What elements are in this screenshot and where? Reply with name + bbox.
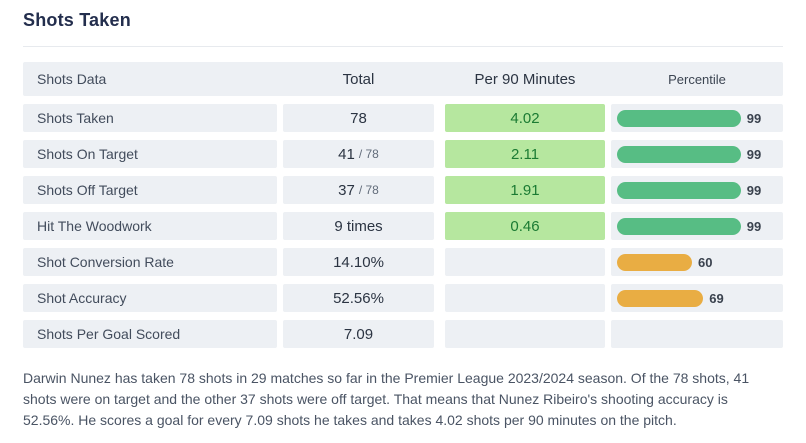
divider	[23, 46, 783, 47]
header-shots-data: Shots Data	[37, 71, 107, 87]
page-title: Shots Taken	[23, 10, 131, 30]
per90-cell	[445, 320, 605, 348]
percentile-bar	[617, 109, 741, 127]
header-total: Total	[342, 70, 375, 88]
per90-cell	[445, 248, 605, 276]
total-suffix: / 78	[358, 183, 379, 197]
row-label: Shots Per Goal Scored	[23, 320, 277, 348]
percentile-cell: 99	[611, 104, 783, 132]
per90-value: 1.91	[510, 181, 540, 199]
shots-taken-panel: Shots Taken Shots Data Total Per 90 Minu…	[23, 10, 783, 428]
percentile-bar	[617, 181, 741, 199]
total-cell: 14.10%	[283, 248, 434, 276]
percentile-cell: 99	[611, 212, 783, 240]
table-row: Shots Off Target 37/ 78 1.91 99	[23, 176, 783, 204]
total-cell: 37/ 78	[283, 176, 434, 204]
table-row: Shot Accuracy 52.56% 69	[23, 284, 783, 312]
total-suffix: / 78	[358, 147, 379, 161]
total-value: 9 times	[334, 217, 383, 235]
header-per-90-minutes: Per 90 Minutes	[474, 70, 576, 88]
table-row: Shots On Target 41/ 78 2.11 99	[23, 140, 783, 168]
table-row: Shots Per Goal Scored 7.09	[23, 320, 783, 348]
percentile-value: 60	[698, 254, 713, 270]
total-value: 78	[350, 109, 367, 127]
total-value: 37	[338, 181, 355, 199]
total-value: 7.09	[343, 325, 374, 343]
row-label: Hit The Woodwork	[23, 212, 277, 240]
total-cell: 9 times	[283, 212, 434, 240]
total-value: 41	[338, 145, 355, 163]
total-cell: 7.09	[283, 320, 434, 348]
shots-data-table: Shots Data Total Per 90 Minutes Percenti…	[23, 62, 783, 348]
table-row: Shot Conversion Rate 14.10% 60	[23, 248, 783, 276]
row-label: Shot Accuracy	[23, 284, 277, 312]
per90-value: 2.11	[510, 145, 540, 163]
table-row: Hit The Woodwork 9 times 0.46 99	[23, 212, 783, 240]
table-row: Shots Taken 78 4.02 99	[23, 104, 783, 132]
per90-value: 0.46	[510, 217, 540, 235]
percentile-value: 99	[746, 182, 762, 198]
row-label: Shot Conversion Rate	[23, 248, 277, 276]
per90-cell	[445, 284, 605, 312]
header-percentile: Percentile	[668, 71, 726, 87]
percentile-value: 99	[746, 110, 762, 126]
percentile-cell: 99	[611, 140, 783, 168]
total-cell: 41/ 78	[283, 140, 434, 168]
percentile-value: 69	[709, 290, 724, 306]
per90-cell: 1.91	[445, 176, 605, 204]
row-label: Shots Taken	[23, 104, 277, 132]
percentile-cell	[611, 320, 783, 348]
percentile-value: 99	[746, 146, 762, 162]
percentile-cell: 99	[611, 176, 783, 204]
total-cell: 52.56%	[283, 284, 434, 312]
percentile-cell: 60	[611, 248, 783, 276]
row-label: Shots Off Target	[23, 176, 277, 204]
percentile-bar	[617, 253, 692, 271]
percentile-bar	[617, 289, 704, 307]
percentile-bar	[617, 217, 741, 235]
per90-cell: 0.46	[445, 212, 605, 240]
per90-cell: 4.02	[445, 104, 605, 132]
per90-value: 4.02	[510, 109, 540, 127]
row-label: Shots On Target	[23, 140, 277, 168]
total-value: 52.56%	[333, 289, 384, 307]
total-cell: 78	[283, 104, 434, 132]
summary-text: Darwin Nunez has taken 78 shots in 29 ma…	[23, 370, 750, 428]
percentile-bar	[617, 145, 741, 163]
percentile-value: 99	[746, 218, 762, 234]
table-header-row: Shots Data Total Per 90 Minutes Percenti…	[23, 62, 783, 96]
total-value: 14.10%	[333, 253, 384, 271]
per90-cell: 2.11	[445, 140, 605, 168]
percentile-cell: 69	[611, 284, 783, 312]
